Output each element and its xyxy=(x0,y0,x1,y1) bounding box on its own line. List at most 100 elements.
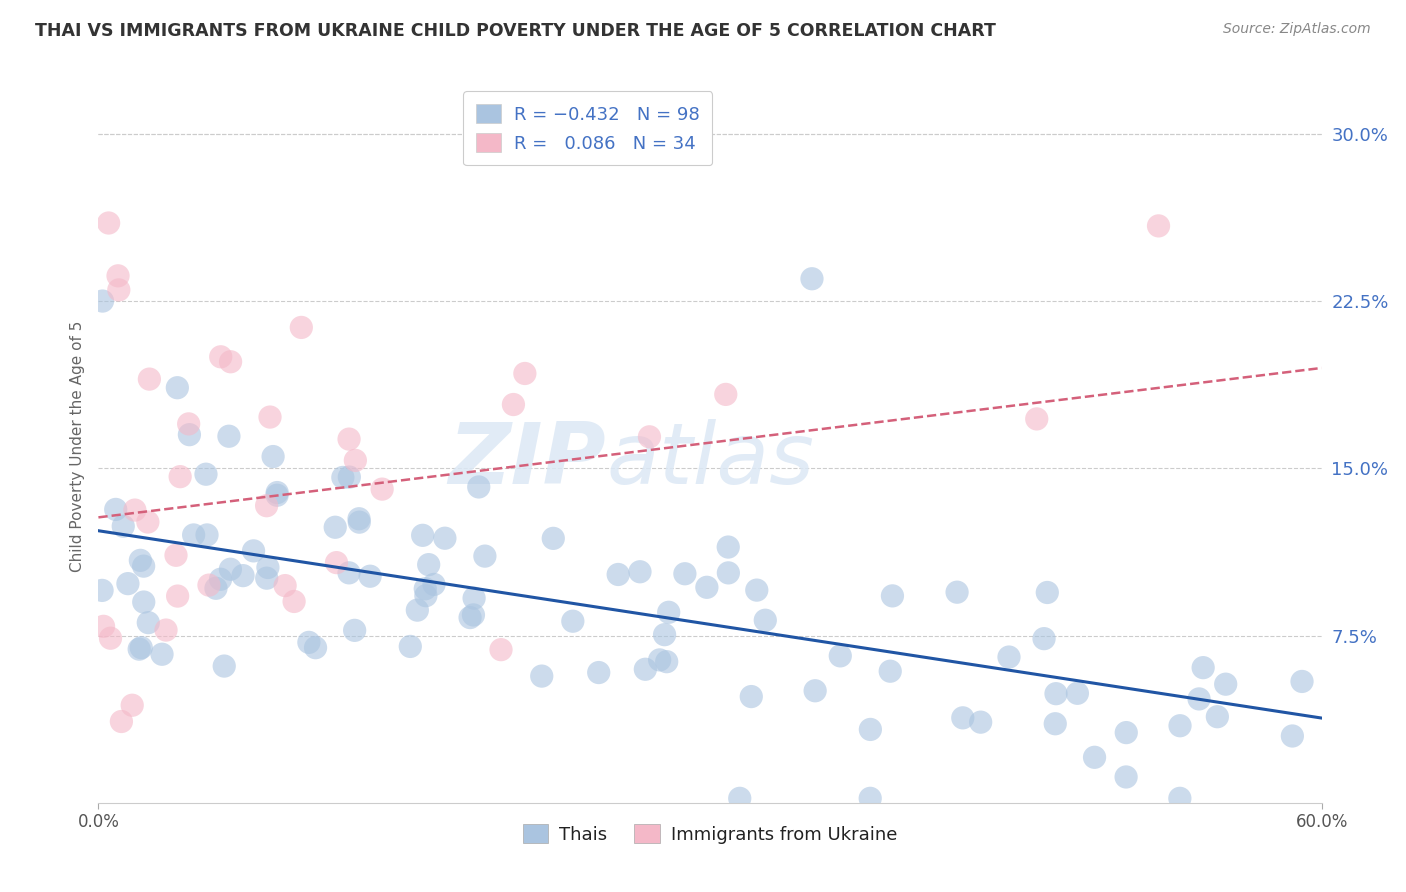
Point xyxy=(412,528,434,542)
Point xyxy=(117,576,139,591)
Text: atlas: atlas xyxy=(606,418,814,502)
Point xyxy=(290,320,312,334)
Point xyxy=(1115,770,1137,784)
Point xyxy=(136,515,159,529)
Point xyxy=(969,715,991,730)
Point xyxy=(112,519,135,533)
Point xyxy=(166,589,188,603)
Point xyxy=(399,640,422,654)
Point xyxy=(952,711,974,725)
Point xyxy=(347,512,370,526)
Point xyxy=(232,568,254,582)
Text: Source: ZipAtlas.com: Source: ZipAtlas.com xyxy=(1223,22,1371,37)
Point xyxy=(745,583,768,598)
Point xyxy=(1083,750,1105,764)
Point xyxy=(169,469,191,483)
Point xyxy=(1215,677,1237,691)
Point xyxy=(468,480,491,494)
Point xyxy=(337,470,360,484)
Point xyxy=(859,723,882,737)
Point xyxy=(150,647,173,661)
Point xyxy=(415,589,437,603)
Point xyxy=(177,417,200,431)
Point xyxy=(717,540,740,554)
Point xyxy=(195,528,218,542)
Point xyxy=(337,566,360,580)
Point xyxy=(283,594,305,608)
Point xyxy=(801,271,824,285)
Point xyxy=(343,624,366,638)
Point xyxy=(166,381,188,395)
Point xyxy=(257,560,280,574)
Point xyxy=(129,553,152,567)
Point xyxy=(198,578,221,592)
Point xyxy=(132,595,155,609)
Point xyxy=(634,662,657,676)
Point xyxy=(1033,632,1056,646)
Point xyxy=(110,714,132,729)
Point xyxy=(100,631,122,645)
Point xyxy=(502,397,524,411)
Point xyxy=(1206,709,1229,723)
Y-axis label: Child Poverty Under the Age of 5: Child Poverty Under the Age of 5 xyxy=(69,320,84,572)
Point xyxy=(129,640,152,655)
Point xyxy=(673,566,696,581)
Point xyxy=(124,503,146,517)
Point xyxy=(97,216,120,230)
Point xyxy=(359,569,381,583)
Point xyxy=(406,603,429,617)
Point xyxy=(740,690,762,704)
Point xyxy=(648,653,671,667)
Point xyxy=(433,531,456,545)
Point xyxy=(262,450,284,464)
Point xyxy=(93,619,115,633)
Point xyxy=(413,582,436,596)
Point xyxy=(259,410,281,425)
Point xyxy=(655,655,678,669)
Point xyxy=(132,559,155,574)
Point xyxy=(946,585,969,599)
Point xyxy=(1281,729,1303,743)
Point xyxy=(138,372,160,386)
Point xyxy=(638,430,661,444)
Point xyxy=(136,615,159,630)
Point xyxy=(830,648,852,663)
Point xyxy=(543,532,565,546)
Point xyxy=(266,485,288,500)
Point xyxy=(91,583,114,598)
Point xyxy=(121,698,143,713)
Point xyxy=(218,429,240,443)
Point xyxy=(628,565,651,579)
Point xyxy=(1025,412,1047,426)
Point xyxy=(804,683,827,698)
Point xyxy=(588,665,610,680)
Point xyxy=(107,268,129,283)
Point xyxy=(1147,219,1170,233)
Point xyxy=(607,567,630,582)
Point xyxy=(654,628,676,642)
Point xyxy=(754,613,776,627)
Point xyxy=(179,427,201,442)
Point xyxy=(344,453,367,467)
Point xyxy=(530,669,553,683)
Point xyxy=(1066,686,1088,700)
Point xyxy=(474,549,496,563)
Point xyxy=(728,791,751,805)
Point xyxy=(418,558,440,572)
Point xyxy=(242,544,264,558)
Point xyxy=(561,614,583,628)
Point xyxy=(458,610,481,624)
Point xyxy=(882,589,904,603)
Point xyxy=(104,502,127,516)
Point xyxy=(195,467,218,482)
Point xyxy=(212,659,235,673)
Point xyxy=(298,635,321,649)
Point xyxy=(205,582,228,596)
Text: THAI VS IMMIGRANTS FROM UKRAINE CHILD POVERTY UNDER THE AGE OF 5 CORRELATION CHA: THAI VS IMMIGRANTS FROM UKRAINE CHILD PO… xyxy=(35,22,995,40)
Point xyxy=(1192,660,1215,674)
Point xyxy=(349,515,371,529)
Point xyxy=(266,488,288,502)
Point xyxy=(91,293,114,308)
Point xyxy=(219,355,242,369)
Point xyxy=(323,520,346,534)
